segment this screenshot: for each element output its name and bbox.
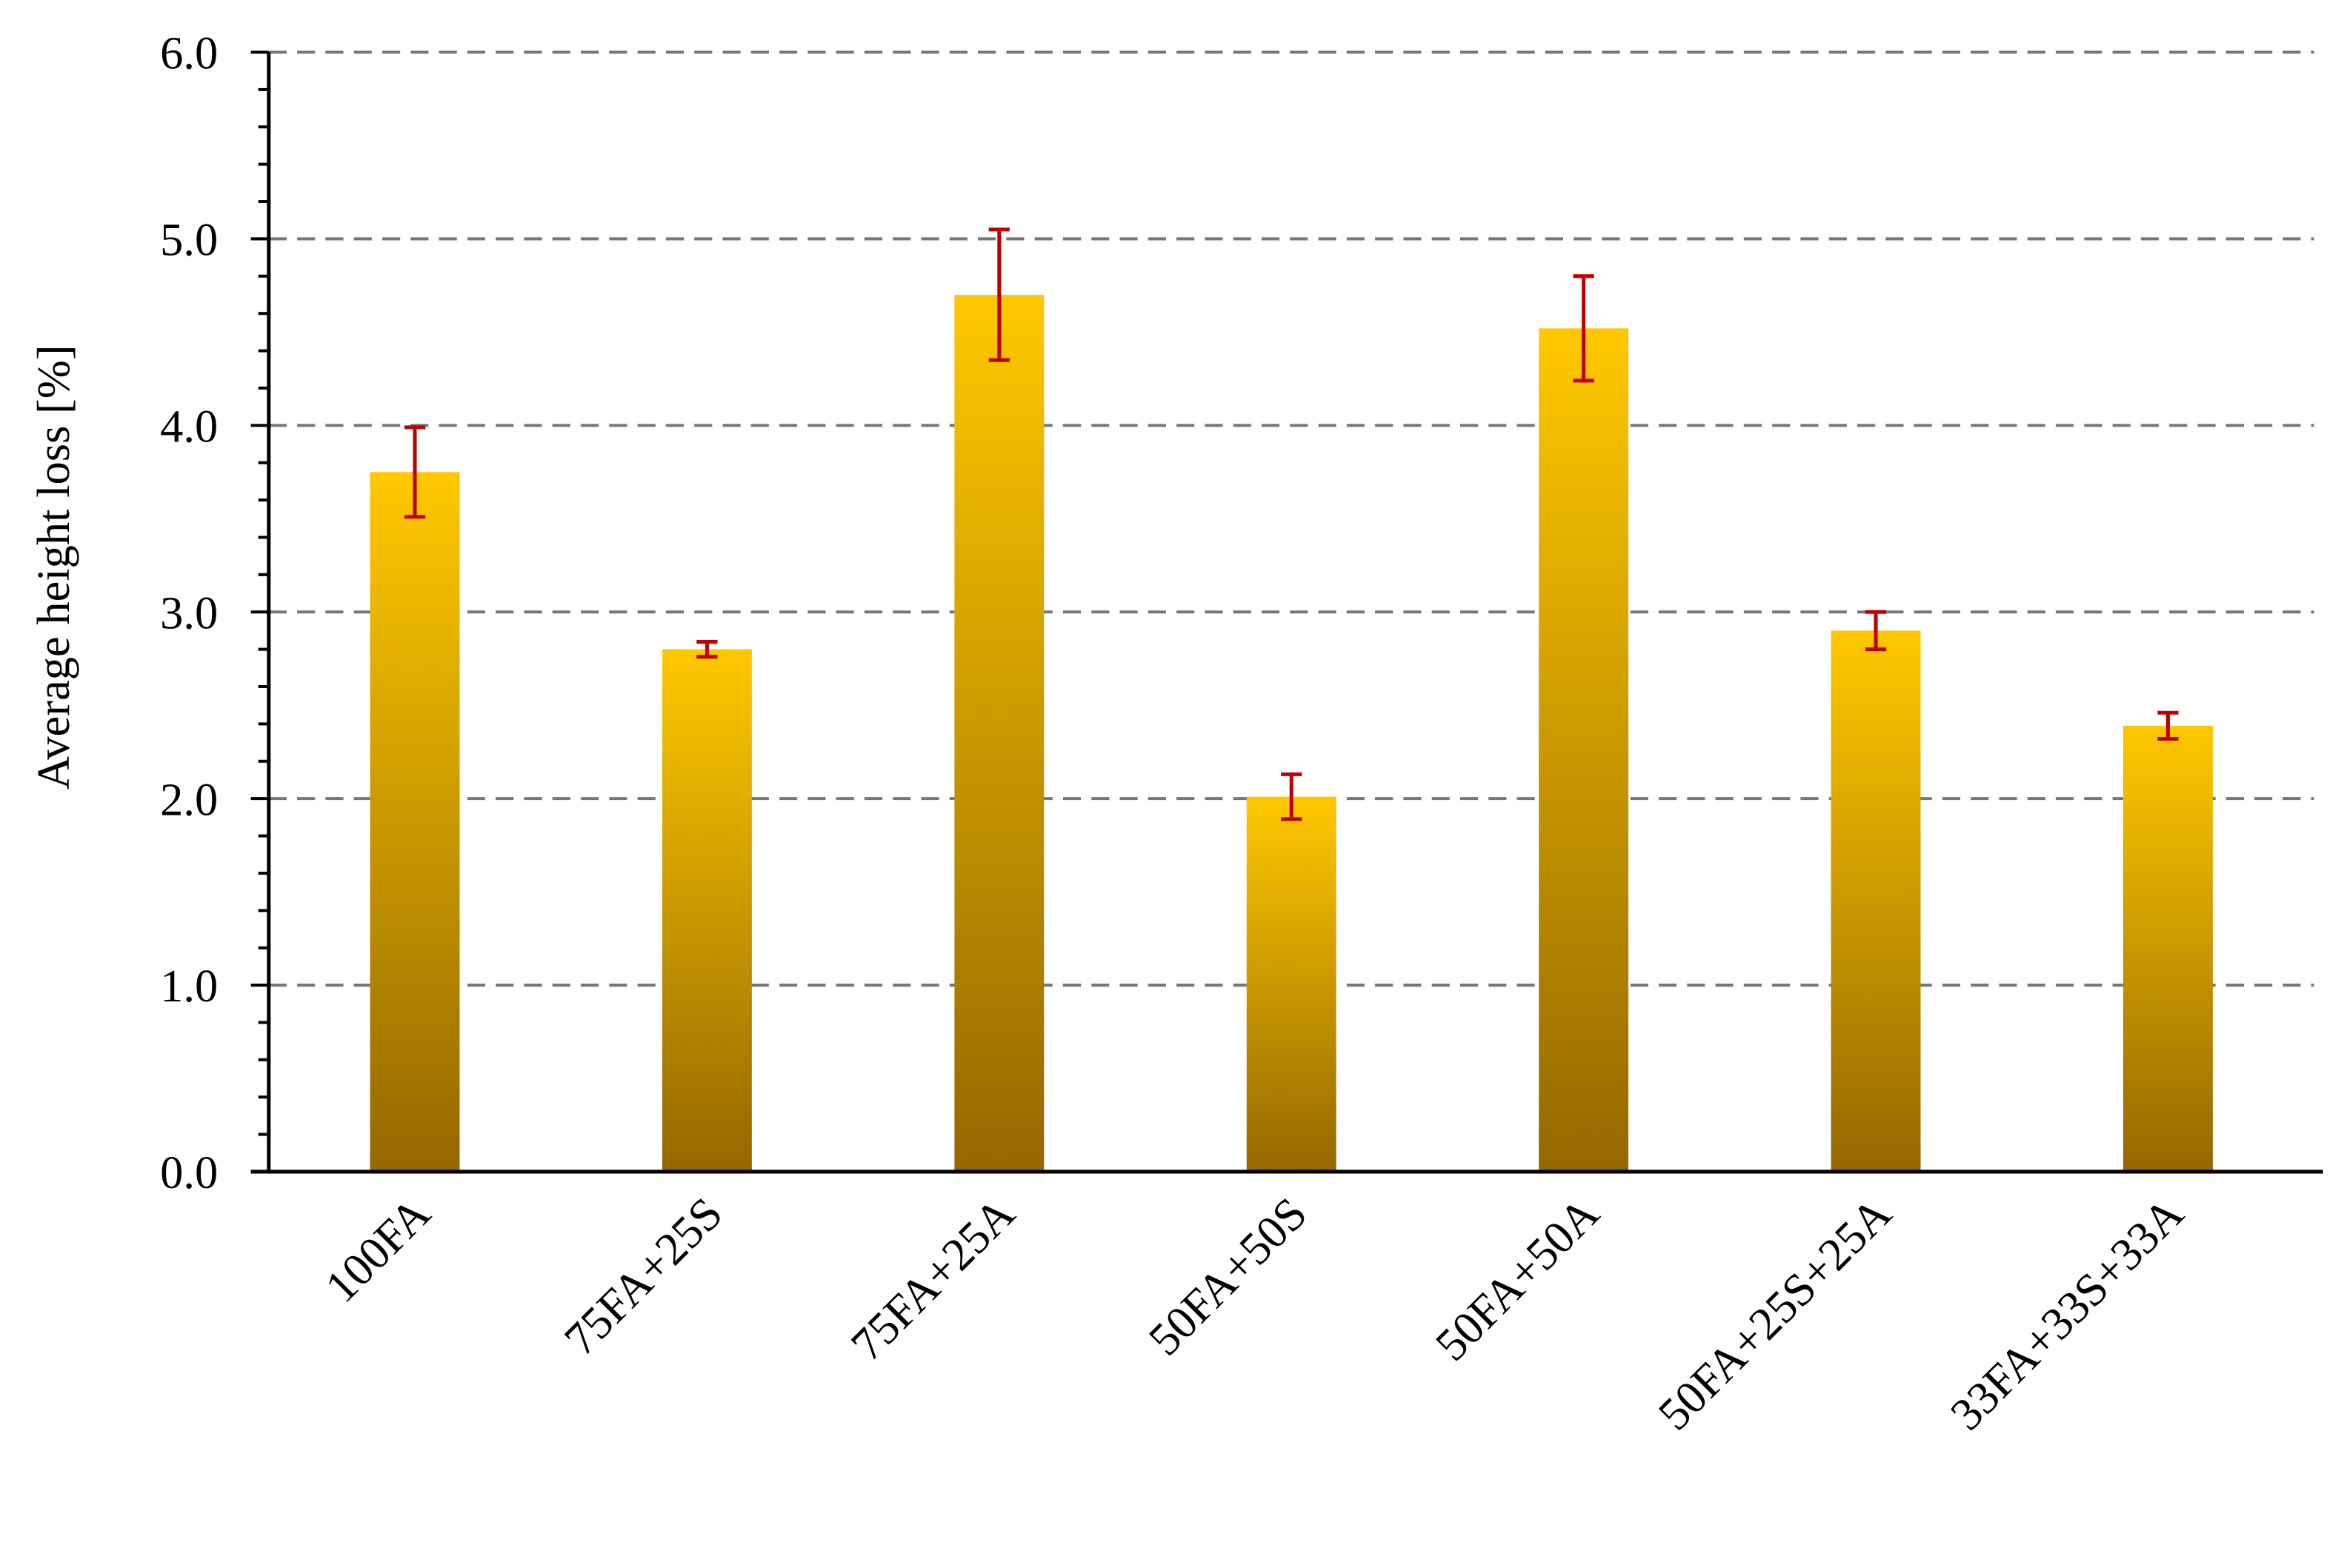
y-tick-label: 5.0 — [160, 214, 218, 266]
error-bar — [1865, 610, 1887, 652]
error-bar — [1281, 772, 1302, 821]
error-bar — [1573, 274, 1594, 383]
x-tick-label: 50FA+25S+25A — [1648, 1187, 1901, 1440]
y-tick-label: 4.0 — [160, 401, 218, 453]
error-bar — [696, 640, 718, 659]
y-tick-label: 6.0 — [160, 27, 218, 79]
bar — [1831, 630, 1921, 1172]
y-tick-label: 3.0 — [160, 587, 218, 638]
bar — [954, 295, 1045, 1172]
x-tick-label: 100FA — [315, 1187, 440, 1312]
bar — [1246, 796, 1336, 1172]
y-axis-label: Average height loss [%] — [27, 344, 79, 790]
y-tick-label: 2.0 — [160, 773, 218, 825]
bar — [662, 649, 752, 1172]
bar — [2123, 725, 2213, 1172]
x-tick-label: 33FA+33S+33A — [1940, 1187, 2193, 1440]
x-tick-label: 50FA+50A — [1425, 1187, 1609, 1371]
x-tick-label: 75FA+25S — [554, 1187, 733, 1366]
y-tick-label: 1.0 — [160, 960, 218, 1012]
x-tick-label: 50FA+50S — [1139, 1187, 1317, 1366]
bar — [1539, 328, 1629, 1172]
error-bar — [404, 425, 426, 519]
x-tick-label: 75FA+25A — [841, 1187, 1025, 1371]
error-bar — [988, 227, 1010, 362]
bar — [370, 472, 460, 1172]
y-tick-label: 0.0 — [160, 1147, 218, 1198]
error-bar — [2157, 710, 2179, 741]
